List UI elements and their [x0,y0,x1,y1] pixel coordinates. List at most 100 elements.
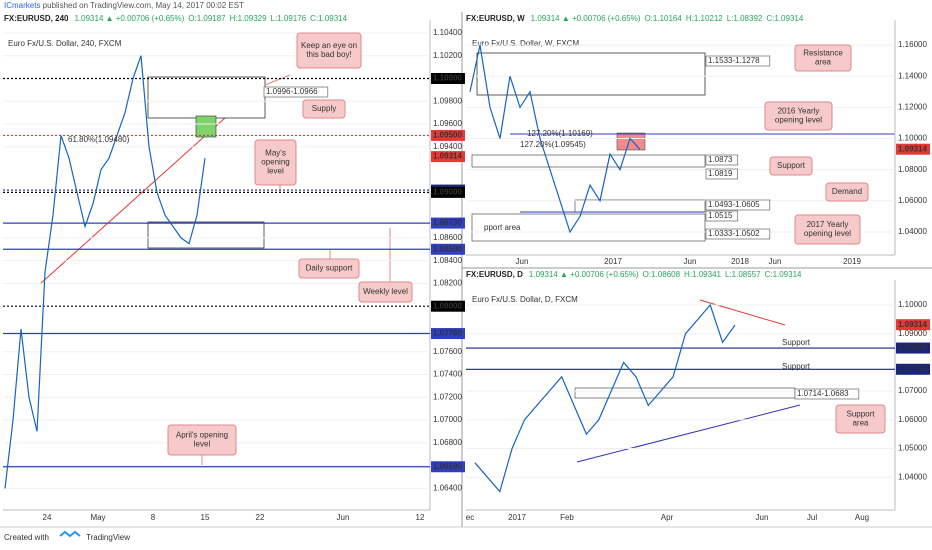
chart-title: Euro Fx/U.S. Dollar, 240, FXCM [8,39,122,48]
x-tick-label: May [90,513,105,522]
x-tick-label: Jun [337,513,350,522]
y-tick-label: 1.07600 [433,347,462,356]
support-area [471,213,706,242]
callout-text: area [852,419,869,428]
trendline [576,404,801,463]
x-tick-label: 12 [416,513,425,522]
y-tick-label: 1.08600 [433,233,462,242]
y-tick-label: 1.09400 [433,142,462,151]
brand[interactable]: TradingView [86,533,130,542]
drawing-label: 1.0333-1.0502 [708,229,760,238]
label-box [705,228,771,240]
callout-text: Demand [832,187,862,196]
drawing-label: 1.1533-1.1278 [708,56,760,65]
x-tick-label: 2017 [508,513,526,522]
callout-text: Support [777,161,806,170]
drawing-label: 127.20%(1.10169) [527,129,593,138]
level-label: 1.06590 [433,462,462,471]
y-tick-label: 1.14000 [898,71,927,80]
y-tick-label: 1.16000 [898,40,927,49]
y-tick-label: 1.10000 [898,300,927,309]
level-box [431,243,465,255]
level-label: 1.10000 [433,74,462,83]
callout [254,139,297,186]
symbol: FX:EURUSD, 240 [4,14,69,23]
callout-text: Support [846,410,875,419]
ohlc-h: H:1.09329 [230,14,267,23]
top-bar: ICmarkets published on TradingView.com, … [4,1,244,10]
chart-title: Euro Fx/U.S. Dollar, W, FXCM [472,39,579,48]
drawing-label: pport area [484,223,521,232]
level-box [431,217,465,229]
y-tick-label: 1.04000 [898,227,927,236]
y-tick-label: 1.10200 [433,51,462,60]
callout [764,101,833,131]
callout [769,156,813,176]
level-label: 1.08000 [433,301,462,310]
x-tick-label: 2018 [731,257,749,266]
drawing-label: 1.0714-1.0683 [797,389,849,398]
callout-text: Daily support [306,264,353,273]
callout [167,424,237,456]
price-line [469,44,641,234]
ohlc-c: C:1.09314 [766,14,803,23]
level-box [431,129,465,141]
logo [59,530,81,538]
drawing-label: 127.20%(1.09545) [520,140,586,149]
callout-text: this bad boy! [306,50,351,59]
callout-text: May's [265,149,286,158]
ohlc-l: L:1.08392 [727,14,763,23]
y-tick-label: 1.07000 [898,386,927,395]
callout [835,404,886,434]
label-box [263,86,329,98]
ohlc-o: O:1.08608 [643,270,681,279]
drawing-label: Support [782,338,811,347]
callout-text: opening level [775,116,822,125]
callout-text: Weekly level [363,287,408,296]
level-box [431,300,465,312]
resistance-zone [476,52,706,96]
fib-zone [616,132,646,151]
label-box [705,199,771,211]
supply-zone [147,76,266,119]
drawing-label: Support [782,362,811,371]
publisher[interactable]: ICmarkets [4,1,40,10]
callout [298,258,360,279]
level-label: 1.08500 [433,244,462,253]
ohlc-c: C:1.09314 [310,14,347,23]
published: published on TradingView.com, May 14, 20… [40,1,244,10]
x-tick-label: Jun [684,257,697,266]
x-tick-label: Jun [769,257,782,266]
y-tick-label: 1.07200 [433,392,462,401]
y-tick-label: 1.09000 [898,329,927,338]
ohlc-l: L:1.09176 [271,14,307,23]
level-label: 1.09500 [433,131,462,140]
level-box [896,143,930,155]
price-line [474,303,736,493]
y-tick-label: 1.12000 [898,102,927,111]
pointer [264,74,291,86]
level-label: 1.09314 [898,320,927,329]
level-label: 1.09000 [433,187,462,196]
trendline [699,299,786,326]
symbol-header: FX:EURUSD, D 1.09314 ▲ +0.00706 (+0.65%) O… [466,270,802,279]
callout-text: Supply [312,104,336,113]
x-tick-label: 8 [151,513,156,522]
x-tick-label: Jun [756,513,769,522]
x-tick-label: Jul [807,513,817,522]
callout-text: opening level [804,229,851,238]
drawing-label: 1.0493-1.0605 [708,200,760,209]
ohlc-o: O:1.10164 [644,14,682,23]
label-box [705,210,738,222]
trendline [39,117,226,285]
symbol-header: FX:EURUSD, W 1.09314 ▲ +0.00706 (+0.65%) O… [466,14,804,23]
y-tick-label: 1.08000 [898,165,927,174]
y-tick-label: 1.06000 [898,415,927,424]
y-tick-label: 1.06000 [898,196,927,205]
x-tick-label: 2017 [604,257,622,266]
symbol: FX:EURUSD, W [466,14,525,23]
chart-title: Euro Fx/U.S. Dollar, D, FXCM [472,295,578,304]
symbol: FX:EURUSD, D [466,270,523,279]
y-tick-label: 1.05000 [898,444,927,453]
ohlc-h: H:1.10212 [686,14,723,23]
